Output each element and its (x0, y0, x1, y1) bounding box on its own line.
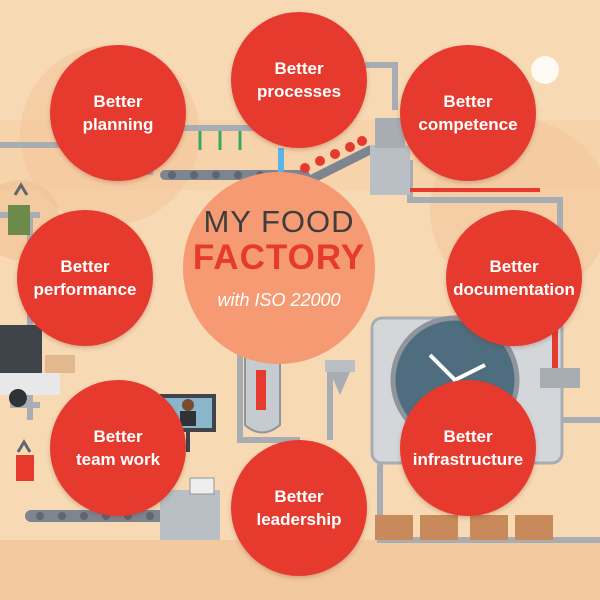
bubble-label-1: Better (93, 427, 143, 446)
truck (0, 325, 75, 407)
bubble-label-1: Better (93, 92, 143, 111)
title-subtitle: with ISO 22000 (217, 290, 341, 310)
bubble-better-performance: Better performance (17, 210, 153, 346)
bubble-better-leadership: Better leadership (231, 440, 367, 576)
bubble-label-1: Better (443, 427, 493, 446)
bubble-label-2: leadership (256, 510, 342, 529)
title-circle: MY FOOD FACTORY with ISO 22000 (183, 172, 375, 364)
bubble-label-2: competence (418, 115, 518, 134)
title-line-2: FACTORY (192, 238, 366, 277)
bubble-label-1: Better (489, 257, 539, 276)
small-vessel (325, 360, 355, 395)
left-claw (8, 182, 30, 235)
bubble-label-2: processes (256, 82, 342, 101)
bubble-label-2: team work (75, 450, 161, 469)
bubble-label-2: infrastructure (412, 450, 524, 469)
bubble-label-1: Better (443, 92, 493, 111)
bubble-label-1: Better (274, 487, 324, 506)
title-line-1: MY FOOD (203, 204, 355, 239)
bubble-better-documentation: Better documentation (446, 210, 582, 346)
bubble-label-1: Better (274, 59, 324, 78)
bubble-label-2: performance (33, 280, 137, 299)
bubble-label-2: planning (82, 115, 154, 134)
crates (375, 515, 553, 540)
bubble-label-1: Better (60, 257, 110, 276)
jar (16, 439, 34, 481)
right-top-machine (370, 56, 559, 195)
bubble-better-competence: Better competence (400, 45, 536, 181)
bubble-label-2: documentation (453, 280, 575, 299)
bubble-better-infrastructure: Better infrastructure (400, 380, 536, 516)
bottom-conveyor (25, 477, 220, 540)
bubble-better-team-work: Better team work (50, 380, 186, 516)
bubble-better-processes: Better processes (231, 12, 367, 148)
bubble-better-planning: Better planning (50, 45, 186, 181)
